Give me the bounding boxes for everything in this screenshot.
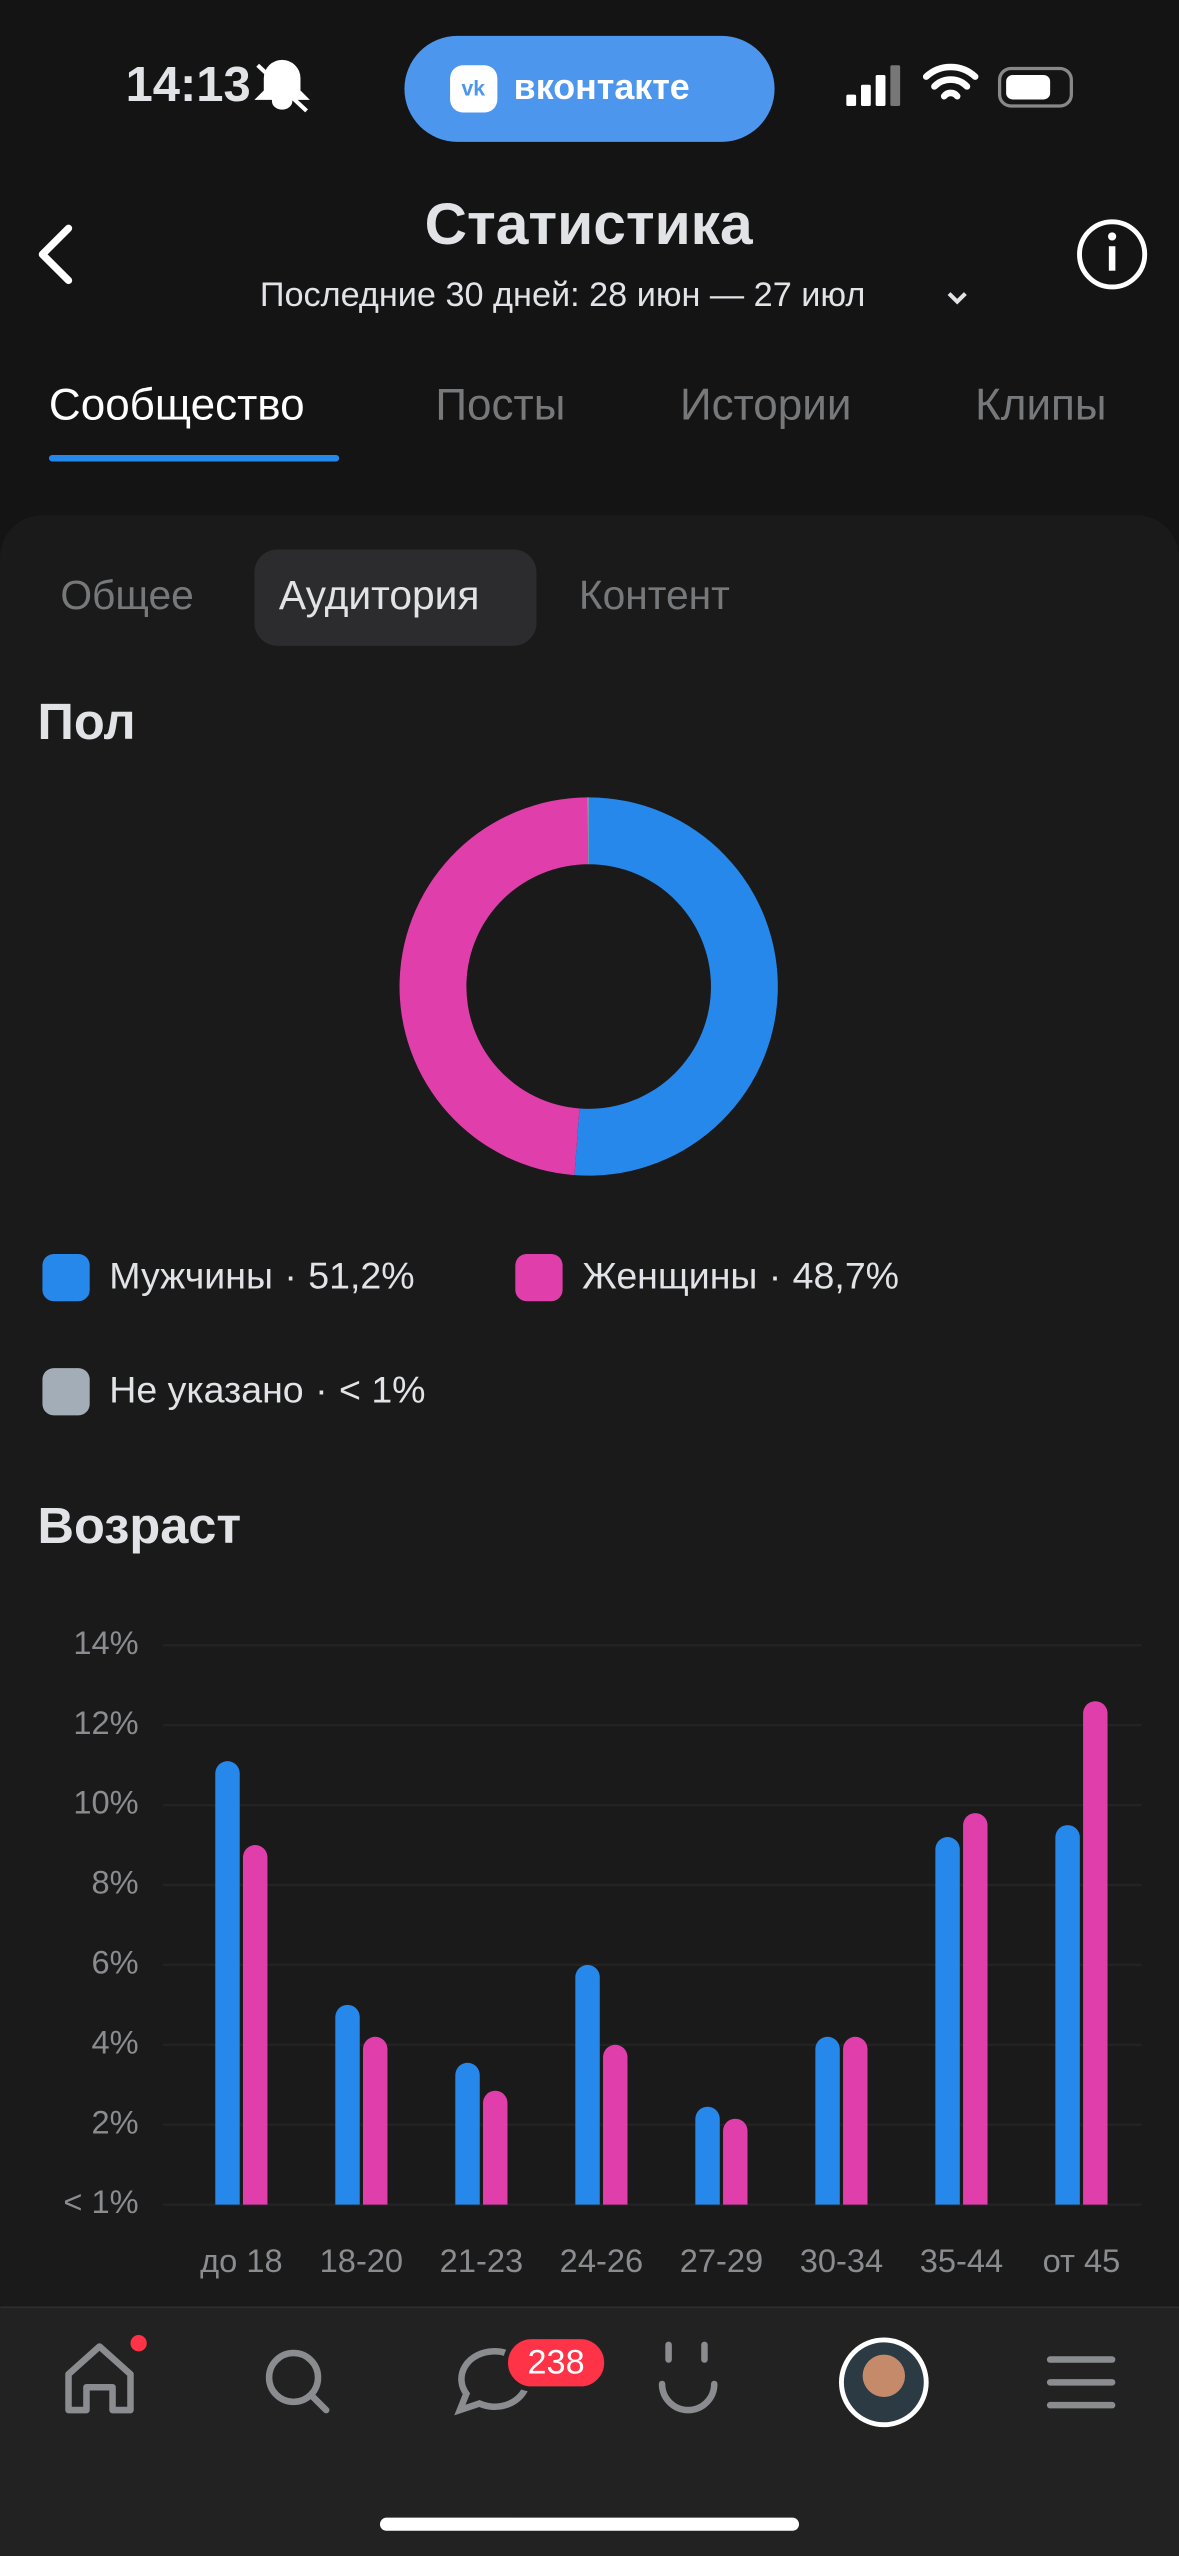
avatar-face [862,2354,906,2398]
legend-value: 48,7% [793,1254,899,1296]
section-title: Пол [38,693,136,750]
info-button[interactable] [1077,219,1148,290]
y-tick-label: 4% [91,2023,138,2060]
bar [815,2036,840,2205]
nav-menu[interactable] [1046,2356,1116,2409]
bar [363,2036,388,2205]
subtab[interactable]: Общее [60,572,193,618]
tab[interactable]: Сообщество [49,380,305,429]
back-button[interactable] [38,224,73,285]
x-tick-label: 18-20 [320,2242,403,2279]
bar [242,1845,268,2205]
y-tick-label: 14% [73,1624,138,1661]
x-tick-label: 30-34 [800,2242,883,2279]
mute-icon [254,59,310,113]
x-tick-label: 35-44 [920,2242,1003,2279]
x-tick-label: 27-29 [680,2242,763,2279]
vk-logo-mark: vk [461,77,485,100]
bar [483,2090,508,2205]
app-name: вконтакте [514,67,690,107]
legend-label: Не указано [109,1368,303,1410]
legend-value: < 1% [339,1368,426,1410]
tab[interactable]: Истории [680,380,851,429]
vk-logo [450,65,498,113]
legend-entry: Не указано · < 1% [109,1368,425,1410]
x-tick-label: от 45 [1043,2242,1121,2279]
legend-separator: · [769,1254,781,1296]
nav-home[interactable] [65,2343,134,2414]
y-tick-label: 8% [91,1864,138,1901]
subtab[interactable]: Контент [579,572,730,618]
y-tick-label: 2% [91,2103,138,2140]
messages-badge [503,2334,610,2392]
bar [935,1837,960,2205]
legend-swatch [515,1253,563,1302]
bar [723,2118,748,2205]
bar [455,2062,480,2205]
legend-entry: Женщины · 48,7% [582,1254,899,1296]
bar [335,2004,360,2205]
y-tick-label: 12% [73,1704,138,1741]
wifi-icon [922,63,979,100]
battery [997,66,1073,108]
bar [575,1964,600,2205]
subtab-active [254,549,537,646]
home-indicator [379,2517,800,2531]
bar [695,2106,720,2205]
app-pill[interactable] [404,35,775,142]
bar [843,2036,868,2205]
legend-separator: · [315,1368,328,1410]
tab[interactable]: Клипы [975,380,1106,429]
clock: 14:13 [126,58,251,112]
legend-value: 51,2% [308,1254,414,1296]
charts: Мужчины · 51,2% Женщины · 48,7% Не указано · < 1… [42,797,1142,2279]
y-tick-label: 6% [91,1944,138,1981]
bar [215,1761,240,2205]
x-tick-label: до 18 [200,2242,282,2279]
battery-level [1006,75,1051,100]
tab[interactable]: Посты [435,380,565,429]
badge-count: 238 [528,2343,585,2381]
dropdown-arrow [947,292,967,305]
pie-slice [587,797,589,865]
search-handle [308,2392,330,2414]
legend-label: Женщины [582,1254,757,1296]
legend-entry: Мужчины · 51,2% [109,1254,414,1296]
bar [963,1813,988,2205]
nav-clips[interactable] [658,2341,718,2414]
period-selector[interactable]: Последние 30 дней: 28 июн — 27 июл [260,276,865,314]
bar [1083,1701,1108,2205]
pie-slice [574,797,778,1176]
bar [1055,1825,1080,2205]
legend-swatch [42,1253,90,1302]
pie-slice [399,797,588,1176]
bar [603,2044,628,2205]
legend-label: Мужчины [109,1254,273,1296]
x-tick-label: 24-26 [560,2242,643,2279]
subtab[interactable]: Аудитория [279,572,480,618]
legend-separator: · [284,1254,297,1296]
home-dot [130,2335,147,2352]
tab-indicator [48,454,340,462]
legend-swatch [42,1368,90,1416]
info-glyph [1108,246,1116,271]
signal-icon [846,65,901,106]
info-dot [1108,232,1117,241]
x-tick-label: 21-23 [440,2242,523,2279]
section-title: Возраст [38,1497,242,1554]
y-tick-label: < 1% [63,2183,138,2220]
header-title: Статистика [425,192,754,257]
nav-search[interactable] [265,2349,322,2406]
y-tick-label: 10% [73,1784,138,1821]
